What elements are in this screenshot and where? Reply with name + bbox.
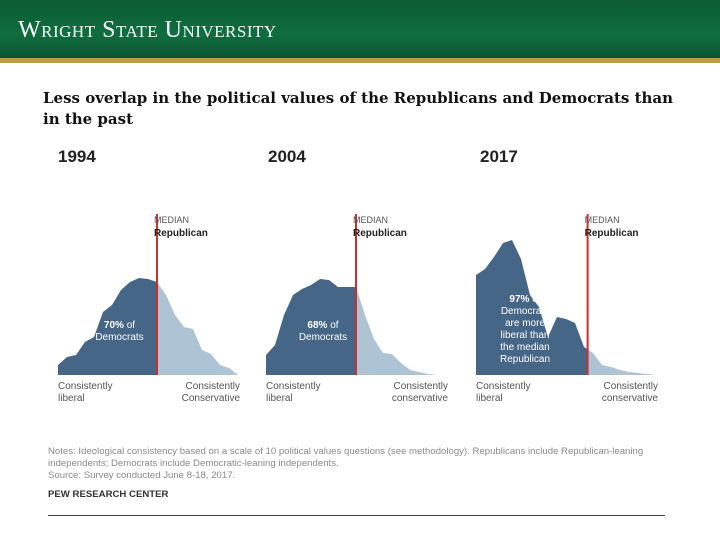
annotation-line-2017-4: the median [500,342,549,353]
xlabel-left-1994-1: liberal [58,393,85,404]
slide-title: Less overlap in the political values of … [43,89,674,128]
democrats-area-2004 [266,279,356,375]
median-party-2004: Republican [353,228,407,239]
median-label-2004: MEDIAN [353,215,388,225]
annotation-line-1994-0: 70% of [104,320,135,331]
xlabel-right-2004-0: Consistently [394,381,448,392]
xlabel-right-2017-1: conservative [602,393,659,404]
xlabel-left-2017-0: Consistently [476,381,530,392]
median-label-2017: MEDIAN [585,215,620,225]
xlabel-left-2017-1: liberal [476,393,503,404]
notes-line-1: Notes: Ideological consistency based on … [48,446,644,457]
university-header-bar [0,0,720,62]
annotation-line-2004-0: 68% of [307,320,338,331]
annotation-line-2017-3: liberal than [501,330,550,341]
chart-title-2017: 2017 [480,147,518,166]
median-party-2017: Republican [585,228,639,239]
annotation-line-1994-1: Democrats [95,332,143,343]
annotation-line-2017-2: are more [505,318,545,329]
chart-title-2004: 2004 [268,147,306,166]
annotation-line-2017-5: Republican [500,354,550,365]
pew-research-center-credit: PEW RESEARCH CENTER [48,489,169,500]
median-party-1994: Republican [154,228,208,239]
notes-source: Source: Survey conducted June 8-18, 2017… [48,470,236,481]
xlabel-left-2004-1: liberal [266,393,293,404]
median-label-1994: MEDIAN [154,215,189,225]
democrats-area-1994 [58,278,157,375]
republicans-area-1994 [157,282,238,375]
university-name: Wright State University [18,17,277,43]
bottom-divider [48,515,665,516]
xlabel-right-1994-1: Conservative [182,393,241,404]
annotation-line-2017-1: Democrats [501,306,549,317]
notes-line-2: independents; Democrats include Democrat… [48,458,339,469]
xlabel-left-2004-0: Consistently [266,381,320,392]
chart-title-1994: 1994 [58,147,96,166]
annotation-line-2004-1: Democrats [299,332,347,343]
xlabel-left-1994-0: Consistently [58,381,112,392]
republicans-area-2017 [587,349,656,375]
chart-notes: Notes: Ideological consistency based on … [48,446,668,482]
annotation-line-2017-0: 97% of [509,294,540,305]
democrats-area-2017 [476,240,588,375]
xlabel-right-2004-1: conservative [392,393,449,404]
xlabel-right-2017-0: Consistently [604,381,658,392]
header-gold-stripe [0,58,720,63]
republicans-area-2004 [356,287,446,375]
xlabel-right-1994-0: Consistently [186,381,240,392]
